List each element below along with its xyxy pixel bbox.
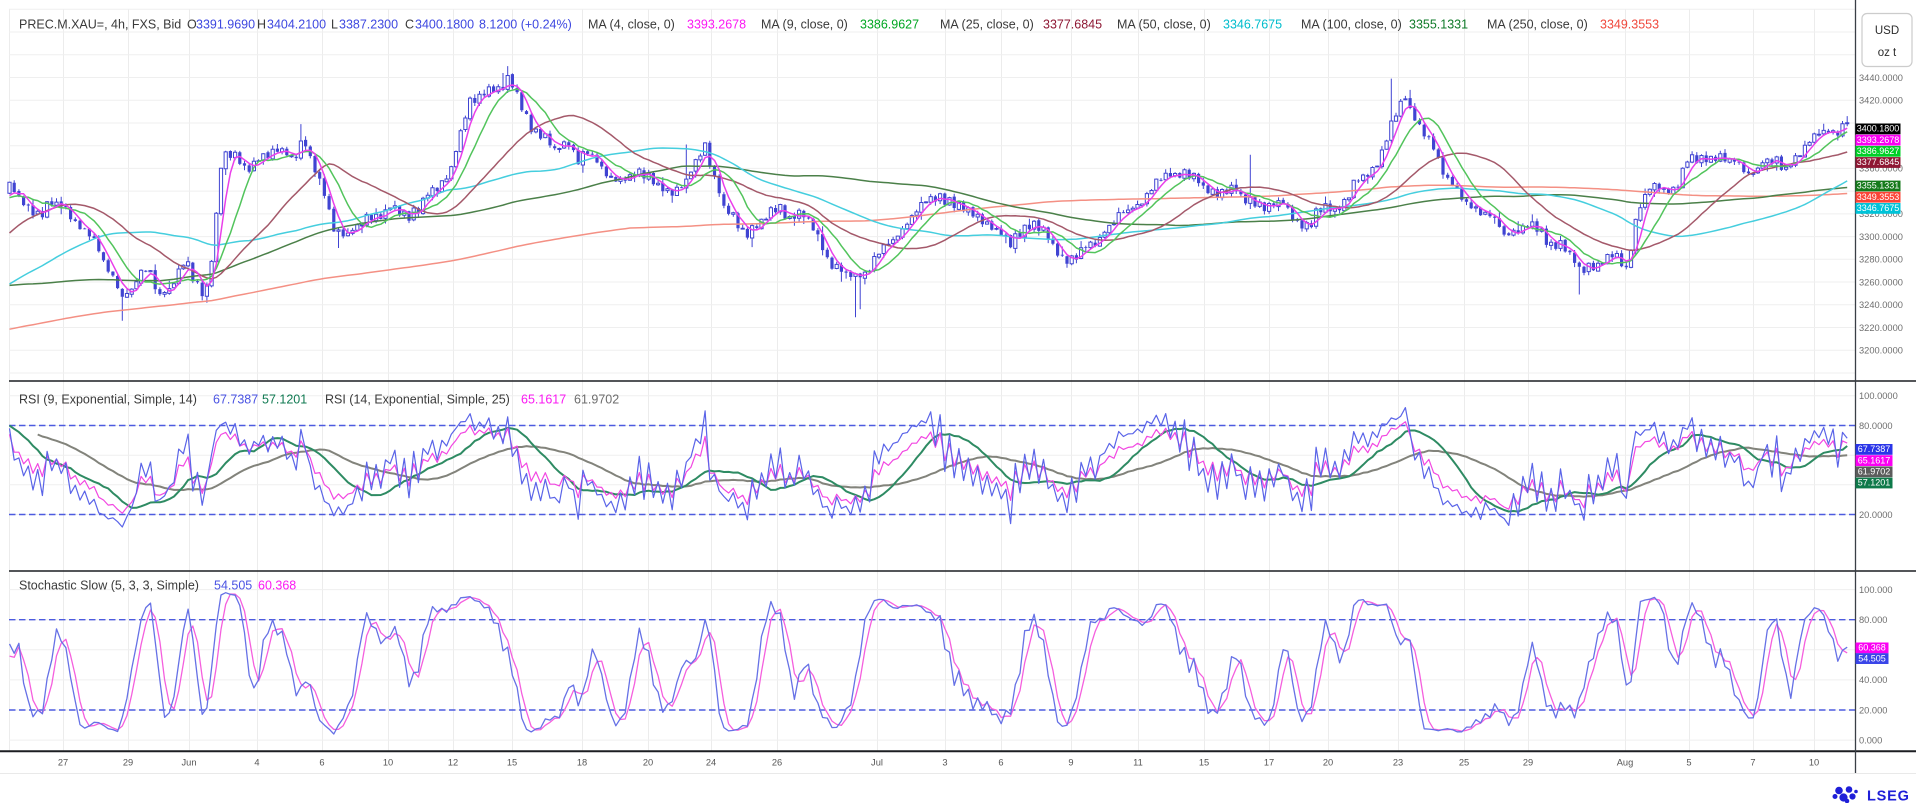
svg-text:25: 25 [1459,758,1469,768]
svg-text:57.1201: 57.1201 [1858,478,1891,488]
svg-text:MA (50, close, 0): MA (50, close, 0) [1117,18,1211,32]
svg-text:0.000: 0.000 [1859,735,1882,745]
svg-text:3387.2300: 3387.2300 [339,18,398,32]
svg-text:61.9702: 61.9702 [1858,467,1891,477]
svg-text:3320.0000: 3320.0000 [1859,209,1903,219]
svg-text:LSEG: LSEG [1867,789,1910,803]
svg-text:L: L [331,18,338,32]
svg-text:3420.0000: 3420.0000 [1859,96,1903,106]
svg-text:Jul: Jul [871,758,883,768]
svg-text:PREC.M.XAU=, 4h, FXS, Bid: PREC.M.XAU=, 4h, FXS, Bid [19,18,181,32]
svg-text:USD: USD [1875,25,1899,37]
svg-text:3400.1800: 3400.1800 [1857,124,1900,134]
svg-text:60.368: 60.368 [1858,643,1886,653]
svg-text:4: 4 [254,758,259,768]
svg-text:80.0000: 80.0000 [1859,421,1893,431]
svg-text:24: 24 [706,758,716,768]
svg-text:6: 6 [998,758,1003,768]
svg-text:9: 9 [1068,758,1073,768]
svg-text:3280.0000: 3280.0000 [1859,255,1903,265]
svg-text:H: H [257,18,266,32]
svg-text:40.000: 40.000 [1859,675,1887,685]
svg-text:C: C [405,18,414,32]
svg-text:7: 7 [1750,758,1755,768]
svg-text:3355.1331: 3355.1331 [1857,181,1900,191]
svg-text:3: 3 [942,758,947,768]
svg-text:RSI (9, Exponential, Simple, 1: RSI (9, Exponential, Simple, 14) [19,393,197,407]
svg-text:3391.9690: 3391.9690 [196,18,255,32]
svg-text:11: 11 [1133,758,1143,768]
svg-text:3355.1331: 3355.1331 [1409,18,1468,32]
svg-text:100.0000: 100.0000 [1859,391,1898,401]
svg-text:MA (4, close, 0): MA (4, close, 0) [588,18,675,32]
svg-text:oz t: oz t [1878,47,1897,59]
svg-text:20: 20 [643,758,653,768]
svg-text:20.000: 20.000 [1859,705,1887,715]
svg-text:20: 20 [1323,758,1333,768]
svg-text:3360.0000: 3360.0000 [1859,164,1903,174]
svg-text:61.9702: 61.9702 [574,393,619,407]
svg-text:18: 18 [577,758,587,768]
svg-text:54.505: 54.505 [1858,653,1886,663]
svg-text:60.368: 60.368 [258,579,296,593]
svg-text:3260.0000: 3260.0000 [1859,277,1903,287]
svg-text:5: 5 [1686,758,1691,768]
svg-text:8.1200 (+0.24%): 8.1200 (+0.24%) [479,18,572,32]
svg-text:3200.0000: 3200.0000 [1859,346,1903,356]
svg-text:27: 27 [58,758,68,768]
svg-text:MA (100, close, 0): MA (100, close, 0) [1301,18,1402,32]
svg-text:65.1617: 65.1617 [521,393,566,407]
svg-text:Stochastic Slow (5, 3, 3, Simp: Stochastic Slow (5, 3, 3, Simple) [19,579,199,593]
svg-text:MA (250, close, 0): MA (250, close, 0) [1487,18,1588,32]
svg-text:80.000: 80.000 [1859,615,1887,625]
svg-text:O: O [187,18,197,32]
svg-text:57.1201: 57.1201 [262,393,307,407]
svg-text:6: 6 [319,758,324,768]
svg-text:10: 10 [383,758,393,768]
svg-text:MA (25, close, 0): MA (25, close, 0) [940,18,1034,32]
svg-text:3220.0000: 3220.0000 [1859,323,1903,333]
svg-text:RSI (14, Exponential, Simple,: RSI (14, Exponential, Simple, 25) [325,393,510,407]
svg-text:3377.6845: 3377.6845 [1857,157,1900,167]
svg-text:MA (9, close, 0): MA (9, close, 0) [761,18,848,32]
svg-text:3386.9627: 3386.9627 [860,18,919,32]
svg-text:3349.3553: 3349.3553 [1857,192,1900,202]
svg-text:3346.7675: 3346.7675 [1223,18,1282,32]
svg-text:3393.2678: 3393.2678 [1857,135,1900,145]
svg-text:10: 10 [1809,758,1819,768]
svg-text:29: 29 [1523,758,1533,768]
svg-text:15: 15 [507,758,517,768]
svg-text:23: 23 [1393,758,1403,768]
svg-text:3300.0000: 3300.0000 [1859,232,1903,242]
svg-text:3404.2100: 3404.2100 [267,18,326,32]
svg-text:54.505: 54.505 [214,579,252,593]
svg-text:20.0000: 20.0000 [1859,510,1893,520]
svg-text:29: 29 [123,758,133,768]
svg-text:67.7387: 67.7387 [213,393,258,407]
svg-text:17: 17 [1264,758,1274,768]
svg-text:3386.9627: 3386.9627 [1857,146,1900,156]
svg-text:26: 26 [772,758,782,768]
svg-text:12: 12 [448,758,458,768]
svg-text:3377.6845: 3377.6845 [1043,18,1102,32]
svg-text:3240.0000: 3240.0000 [1859,300,1903,310]
svg-text:3346.7675: 3346.7675 [1857,203,1900,213]
svg-text:67.7387: 67.7387 [1858,444,1891,454]
svg-text:65.1617: 65.1617 [1858,455,1891,465]
svg-text:3400.1800: 3400.1800 [415,18,474,32]
svg-text:Jun: Jun [182,758,197,768]
svg-text:3440.0000: 3440.0000 [1859,73,1903,83]
svg-text:100.000: 100.000 [1859,585,1893,595]
svg-text:3393.2678: 3393.2678 [687,18,746,32]
svg-text:Aug: Aug [1617,758,1634,768]
svg-text:15: 15 [1199,758,1209,768]
svg-text:3349.3553: 3349.3553 [1600,18,1659,32]
